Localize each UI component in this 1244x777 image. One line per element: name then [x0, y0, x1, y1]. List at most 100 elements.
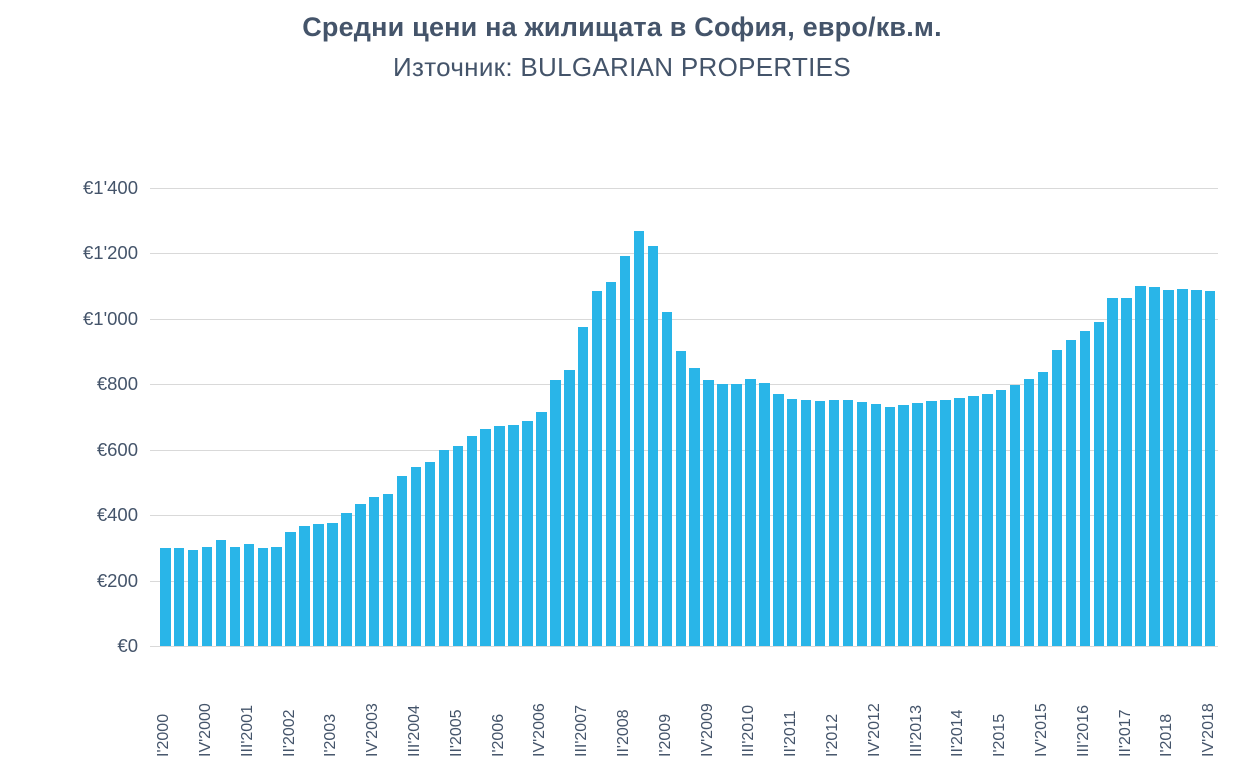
bar-II'2018 [1177, 288, 1188, 646]
bar-I'2018 [1163, 289, 1174, 646]
x-tick-label: IV'2018 [1200, 703, 1218, 757]
bar-II'2015 [1009, 384, 1021, 646]
bar-III'2014 [968, 396, 979, 646]
bar-IV'2008 [647, 246, 659, 646]
bar-IV'2009 [703, 380, 714, 646]
bar-II'2008 [619, 256, 631, 646]
y-tick-label: €600 [96, 438, 138, 460]
bar-IV'2003 [368, 496, 380, 646]
bar-III'2005 [466, 435, 478, 646]
bar-II'2009 [675, 351, 687, 646]
bar-IV'2000 [201, 547, 213, 646]
gridline [150, 318, 1218, 320]
bar-II'2003 [341, 513, 352, 646]
bar-II'2014 [954, 398, 965, 646]
bar-I'2004 [382, 493, 394, 646]
bar-II'2005 [452, 445, 464, 646]
bar-II'2004 [396, 476, 408, 646]
bar-III'2006 [522, 420, 533, 646]
x-tick-label: II'2005 [447, 709, 465, 757]
x-tick-label: I'2018 [1158, 713, 1176, 757]
y-tick-label: €0 [117, 635, 138, 656]
y-tick-label: €800 [96, 373, 138, 394]
x-tick-label: II'2011 [782, 710, 800, 757]
x-tick-label: III'2010 [740, 705, 758, 757]
x-axis-line [150, 646, 1218, 647]
bar-I'2006 [494, 425, 505, 646]
bar-IV'2013 [926, 401, 937, 646]
bar-II'2007 [564, 369, 575, 646]
bar-I'2008 [605, 282, 617, 646]
bar-III'2008 [633, 231, 645, 646]
x-tick-label: I'2003 [322, 713, 340, 757]
bar-III'2007 [577, 326, 589, 646]
bar-I'2013 [884, 406, 896, 646]
bar-III'2003 [355, 503, 366, 646]
x-tick-label: III'2013 [907, 705, 925, 757]
y-tick-label: €1'200 [83, 242, 138, 263]
gridline [150, 253, 1218, 254]
bar-III'2000 [187, 549, 199, 646]
bar-III'2010 [745, 379, 756, 646]
bar-II'2016 [1065, 340, 1077, 646]
bar-II'2001 [229, 547, 241, 646]
bar-IV'2004 [424, 461, 436, 646]
bar-I'2000 [160, 548, 171, 646]
bar-II'2006 [508, 424, 519, 646]
bar-III'2018 [1191, 289, 1202, 646]
bar-II'2010 [731, 384, 742, 646]
gridline [150, 187, 1218, 189]
bar-II'2002 [285, 532, 296, 646]
bar-IV'2012 [870, 403, 882, 646]
chart-subtitle: Източник: BULGARIAN PROPERTIES [393, 52, 851, 82]
bar-I'2017 [1107, 298, 1118, 646]
bar-IV'2016 [1093, 322, 1105, 646]
bar-I'2002 [271, 547, 282, 646]
bar-IV'2002 [313, 523, 324, 646]
bar-I'2016 [1051, 350, 1063, 646]
bar-III'2016 [1079, 330, 1091, 646]
bar-IV'2014 [982, 393, 993, 646]
x-tick-label: IV'2003 [364, 703, 382, 757]
bar-IV'2017 [1149, 287, 1160, 646]
bar-II'2012 [842, 400, 854, 646]
bar-IV'2010 [759, 382, 770, 646]
bar-III'2015 [1023, 378, 1035, 646]
bar-IV'2018 [1204, 291, 1216, 646]
bar-III'2012 [856, 402, 868, 646]
bar-I'2001 [215, 539, 227, 646]
bar-IV'2001 [257, 548, 269, 646]
y-tick-label: €1'400 [83, 176, 138, 198]
bar-III'2002 [299, 526, 310, 646]
bar-III'2011 [800, 400, 812, 646]
x-tick-label: I'2000 [155, 713, 173, 757]
bar-IV'2015 [1037, 371, 1049, 646]
bar-I'2010 [717, 384, 728, 646]
x-tick-label: I'2006 [489, 713, 507, 757]
bar-III'2009 [689, 368, 700, 646]
bar-IV'2011 [814, 400, 826, 646]
bar-I'2012 [828, 399, 840, 646]
bar-I'2007 [550, 380, 561, 646]
bar-III'2013 [912, 403, 923, 646]
y-tick-label: €200 [96, 569, 138, 591]
bar-I'2009 [661, 311, 673, 646]
x-tick-label: III'2004 [406, 705, 424, 757]
x-tick-label: II'2014 [949, 709, 967, 757]
chart-title: Средни цени на жилищата в София, евро/кв… [302, 12, 942, 42]
x-tick-label: I'2012 [824, 713, 842, 757]
bar-III'2017 [1135, 286, 1146, 646]
x-tick-label: II'2017 [1116, 709, 1134, 757]
bar-II'2011 [786, 399, 798, 646]
bar-IV'2005 [480, 428, 491, 646]
x-tick-label: IV'2006 [531, 703, 549, 757]
y-tick-label: €400 [96, 504, 138, 525]
bar-IV'2006 [536, 412, 547, 646]
x-tick-label: II'2002 [280, 709, 298, 757]
x-tick-label: II'2008 [615, 709, 633, 757]
bar-I'2003 [327, 522, 338, 646]
x-tick-label: III'2016 [1074, 705, 1092, 757]
bar-III'2004 [410, 466, 422, 646]
bar-II'2013 [898, 404, 909, 646]
